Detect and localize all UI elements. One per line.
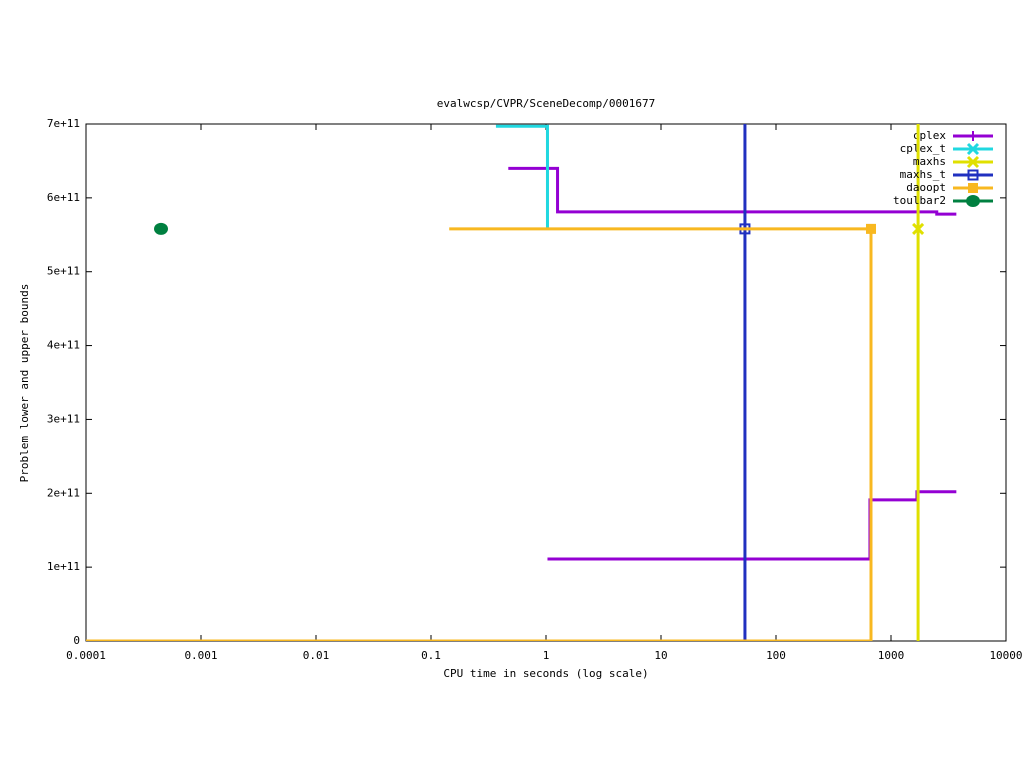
- legend-label: daoopt: [906, 181, 946, 194]
- legend-label: cplex_t: [900, 142, 946, 155]
- x-tick-label: 1000: [878, 649, 905, 662]
- y-tick-label: 5e+11: [47, 265, 80, 278]
- x-tick-label: 100: [766, 649, 786, 662]
- x-tick-label: 0.1: [421, 649, 441, 662]
- marker: [966, 142, 980, 156]
- x-tick-label: 1: [543, 649, 550, 662]
- x-tick-label: 10: [654, 649, 667, 662]
- series-line: [86, 227, 873, 641]
- x-tick-label: 0.001: [184, 649, 217, 662]
- marker: [966, 195, 980, 207]
- y-tick-label: 6e+11: [47, 191, 80, 204]
- x-tick-label: 0.0001: [66, 649, 106, 662]
- marker: [968, 131, 978, 141]
- x-axis-label: CPU time in seconds (log scale): [443, 667, 648, 680]
- legend-label: cplex: [913, 129, 946, 142]
- marker: [154, 222, 169, 235]
- chart-title: evalwcsp/CVPR/SceneDecomp/0001677: [437, 97, 656, 110]
- series-line: [495, 124, 549, 229]
- y-axis-label: Problem lower and upper bounds: [18, 284, 31, 483]
- y-tick-label: 4e+11: [47, 339, 80, 352]
- marker: [966, 155, 980, 169]
- marker: [912, 222, 925, 235]
- y-tick-label: 1e+11: [47, 560, 80, 573]
- x-tick-label: 10000: [989, 649, 1022, 662]
- marker: [865, 223, 876, 234]
- y-tick-label: 2e+11: [47, 486, 80, 499]
- legend-label: maxhs: [913, 155, 946, 168]
- x-tick-label: 0.01: [303, 649, 330, 662]
- series-line: [508, 166, 957, 561]
- y-tick-label: 3e+11: [47, 412, 80, 425]
- y-tick-label: 7e+11: [47, 117, 80, 130]
- legend-label: maxhs_t: [900, 168, 946, 181]
- marker: [967, 169, 979, 181]
- legend-label: toulbar2: [893, 194, 946, 207]
- y-tick-label: 0: [73, 634, 80, 647]
- marker: [968, 183, 978, 193]
